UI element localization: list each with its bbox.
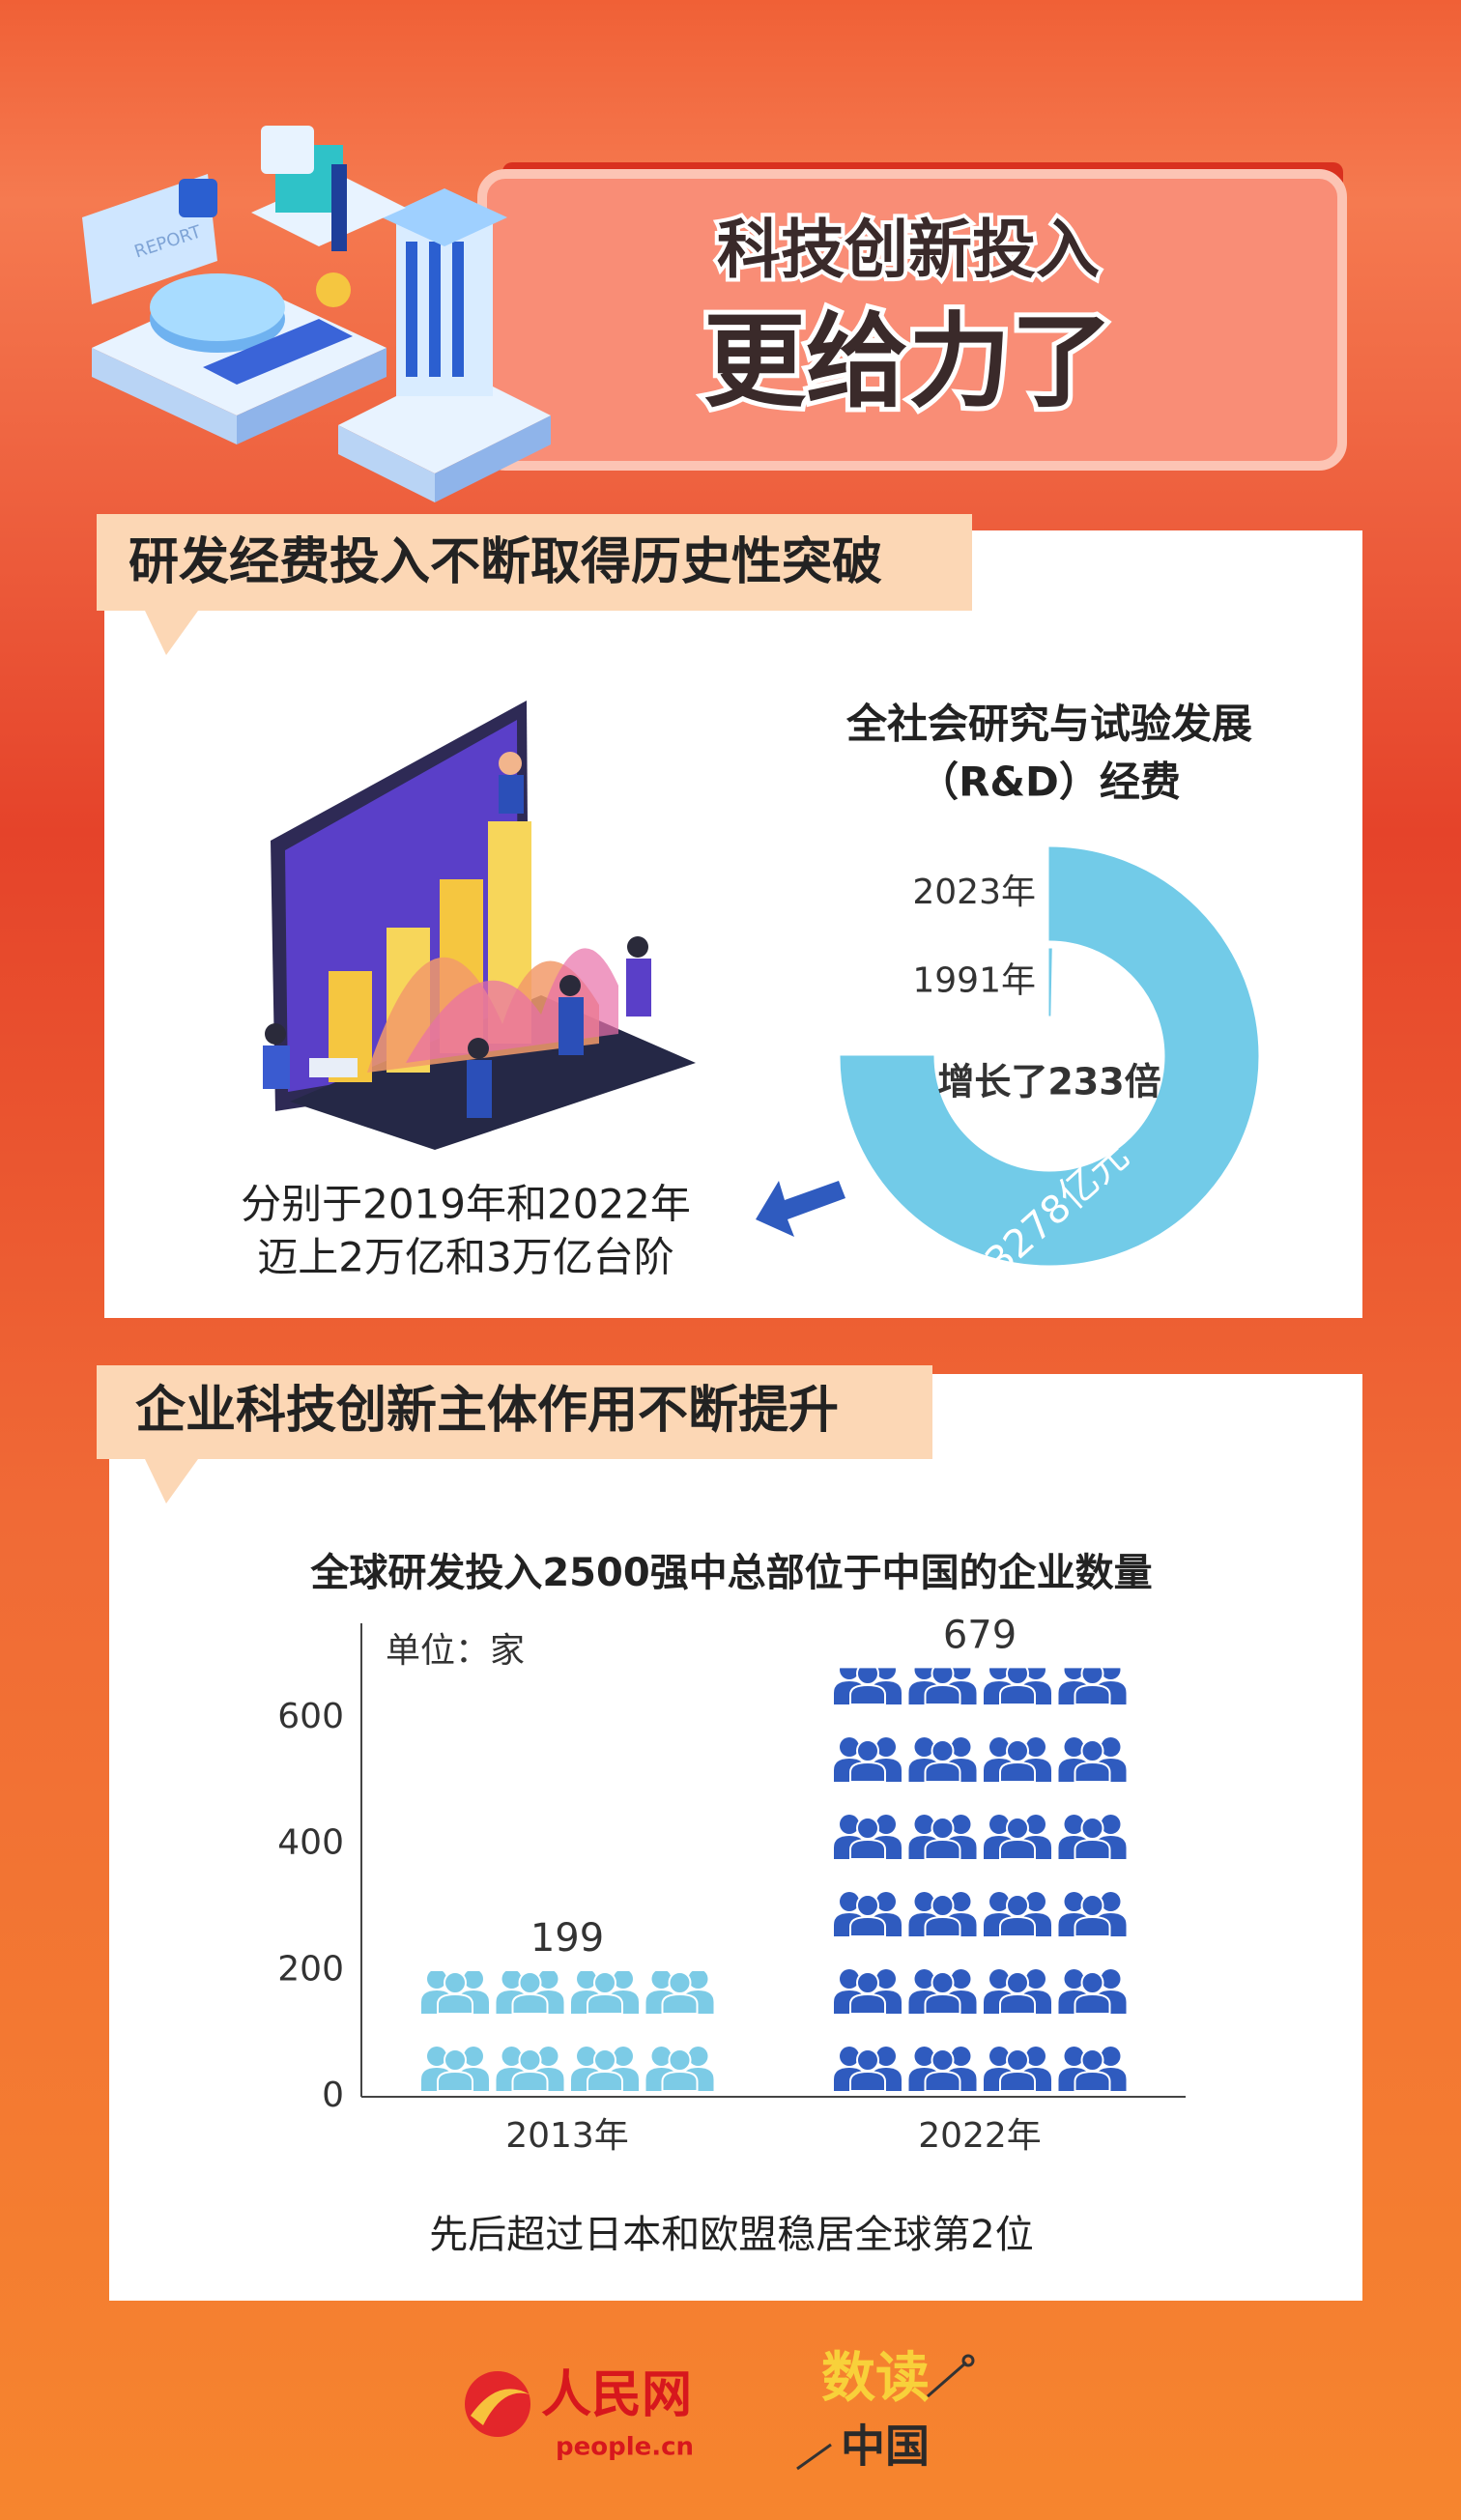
y-tick-label: 200 <box>277 1949 344 1989</box>
value-label: 679 <box>943 1613 1017 1657</box>
value-label: 199 <box>530 1916 604 1961</box>
section-tab-pointer <box>145 611 198 655</box>
dashboard-illustration <box>263 701 696 1150</box>
section-heading: 企业科技创新主体作用不断提升 <box>135 1382 839 1440</box>
radial-bar <box>1048 948 1052 1017</box>
title-line: 更给力了 <box>703 302 1113 421</box>
annotation: 增长了233倍 <box>937 1061 1160 1103</box>
logo-name: 人民网 <box>541 2366 692 2424</box>
chart-title: 全社会研究与试验发展 <box>845 701 1252 748</box>
y-tick-label: 0 <box>322 2076 344 2115</box>
section-note: 先后超过日本和欧盟稳居全球第2位 <box>429 2213 1033 2257</box>
x-tick-label: 2013年 <box>505 2116 629 2156</box>
section-tab <box>97 514 972 611</box>
section-tab <box>97 1365 932 1459</box>
section-heading: 研发经费投入不断取得历史性突破 <box>129 533 882 591</box>
footer-logo: 人民网 people.cn <box>465 2366 694 2462</box>
x-tick-label: 2022年 <box>918 2116 1042 2156</box>
section-note: 迈上2万亿和3万亿台阶 <box>257 1234 673 1281</box>
pictogram-bar <box>830 1668 1130 2097</box>
section-tab-pointer <box>145 1459 198 1503</box>
logo-url: people.cn <box>556 2433 694 2462</box>
pictogram-bar <box>417 1970 717 2097</box>
arrow <box>756 1181 845 1237</box>
category-label: 2023年 <box>912 873 1036 912</box>
y-tick-label: 600 <box>277 1697 344 1736</box>
brand-line: 数读 <box>821 2347 930 2410</box>
footer-brand: 数读 中国 <box>796 2347 975 2473</box>
category-label: 1991年 <box>912 961 1036 1001</box>
brand-line: 中国 <box>841 2420 930 2473</box>
unit-label: 单位：家 <box>386 1631 525 1671</box>
section-card <box>109 1374 1362 2301</box>
chart-title: （R&D）经费 <box>918 759 1181 806</box>
title-line: 科技创新投入 <box>717 213 1100 287</box>
chart-title: 全球研发投入2500强中总部位于中国的企业数量 <box>309 1551 1152 1595</box>
radial-bar <box>840 846 1259 1266</box>
header-illustration: REPORT <box>82 126 551 502</box>
y-tick-label: 400 <box>277 1823 344 1863</box>
section-note: 分别于2019年和2022年 <box>241 1181 691 1228</box>
